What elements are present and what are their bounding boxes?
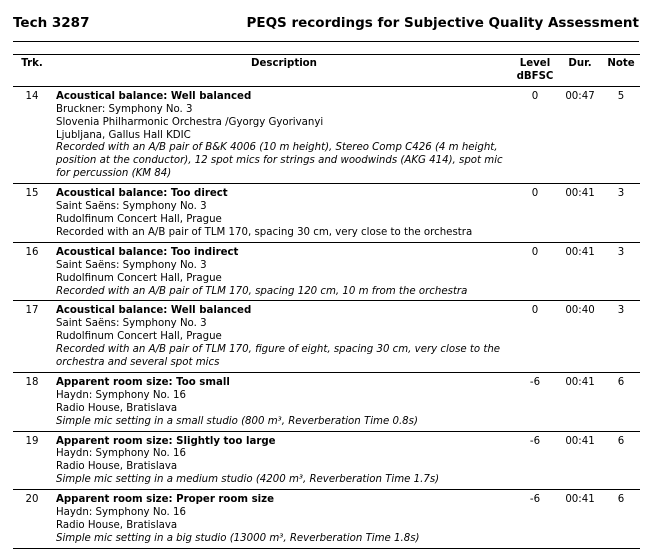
description-line: Simple mic setting in a medium studio (4… [56, 474, 440, 486]
track-note: 6 [617, 494, 625, 506]
description-line: Recorded with an A/B pair of B&K 4006 (1… [56, 142, 498, 154]
table-row: 15 Acoustical balance: Too direct Saint Sa… [13, 184, 640, 243]
track-number: 19 [25, 435, 39, 447]
track-title: Apparent room size: Proper room size [56, 494, 274, 506]
description-line: position at the conductor), 12 spot mics… [56, 155, 503, 167]
track-duration: 00:41 [565, 376, 595, 388]
col-dur: Dur. [568, 58, 592, 69]
description-line: Rudolfinum Concert Hall, Prague [56, 213, 222, 225]
track-description: Acoustical balance: Too direct Saint Saën… [51, 184, 512, 243]
track-note: 6 [617, 376, 625, 388]
description-line: Ljubljana, Gallus Hall KDIC [56, 129, 191, 141]
recordings-table: Trk. Description Level dBFSC Dur. Note 14… [13, 54, 640, 549]
track-level: 0 [531, 246, 539, 258]
description-line: Haydn: Symphony No. 16 [56, 507, 186, 519]
description-line: Rudolfinum Concert Hall, Prague [56, 272, 222, 284]
description-line: Saint Saëns: Symphony No. 3 [56, 318, 207, 330]
track-title: Acoustical balance: Too indirect [56, 246, 239, 258]
description-line: Simple mic setting in a big studio (1300… [56, 532, 420, 544]
track-level: -6 [529, 376, 541, 388]
description-line: Radio House, Bratislava [56, 402, 178, 414]
track-title: Acoustical balance: Well balanced [56, 90, 252, 102]
track-level: 0 [531, 90, 539, 102]
track-number: 16 [25, 246, 39, 258]
description-line: Radio House, Bratislava [56, 461, 178, 473]
track-description: Apparent room size: Proper room size Hayd… [51, 490, 512, 549]
description-line: Haydn: Symphony No. 16 [56, 448, 186, 460]
track-note: 6 [617, 435, 625, 447]
track-number: 14 [25, 90, 39, 102]
track-note: 3 [617, 246, 625, 258]
track-title: Apparent room size: Too small [56, 376, 230, 388]
col-level-unit: dBFSC [516, 70, 554, 82]
table-row: 17 Acoustical balance: Well balanced Saint… [13, 301, 640, 373]
track-description: Acoustical balance: Well balanced Bruckne… [51, 86, 512, 183]
col-level-label: Level [519, 58, 551, 69]
track-number: 18 [25, 376, 39, 388]
col-description: Description [251, 58, 317, 69]
track-title: Acoustical balance: Well balanced [56, 305, 252, 317]
track-duration: 00:47 [565, 90, 595, 102]
description-line: Recorded with an A/B pair of TLM 170, sp… [56, 226, 473, 238]
track-number: 15 [25, 188, 39, 200]
description-line: Saint Saëns: Symphony No. 3 [56, 201, 207, 213]
track-note: 3 [617, 188, 625, 200]
track-duration: 00:41 [565, 246, 595, 258]
track-title: Acoustical balance: Too direct [56, 188, 228, 200]
description-line: Recorded with an A/B pair of TLM 170, fi… [56, 344, 501, 356]
table-row: 16 Acoustical balance: Too indirect Saint … [13, 242, 640, 301]
track-duration: 00:41 [565, 435, 595, 447]
col-trk: Trk. [21, 58, 43, 69]
description-line: Radio House, Bratislava [56, 520, 178, 531]
track-duration: 00:40 [565, 305, 595, 317]
track-duration: 00:41 [565, 494, 595, 506]
description-line: Rudolfinum Concert Hall, Prague [56, 331, 222, 343]
description-line: Simple mic setting in a small studio (80… [56, 415, 418, 427]
description-line: Bruckner: Symphony No. 3 [56, 103, 193, 115]
track-title: Apparent room size: Slightly too large [56, 435, 276, 447]
track-level: 0 [531, 305, 539, 317]
track-description: Acoustical balance: Too indirect Saint Sa… [51, 242, 512, 301]
track-level: 0 [531, 188, 539, 200]
track-level: -6 [529, 494, 541, 506]
description-line: Saint Saëns: Symphony No. 3 [56, 259, 207, 271]
document-title: PEQS recordings for Subjective Quality A… [246, 15, 639, 31]
track-note: 5 [617, 90, 625, 102]
col-level: Level dBFSC [512, 55, 558, 87]
track-duration: 00:41 [565, 188, 595, 200]
col-note: Note [607, 58, 635, 69]
document-number: Tech 3287 [13, 15, 90, 31]
description-line: for percussion (KM 84) [56, 168, 172, 180]
track-number: 17 [25, 305, 39, 317]
track-description: Apparent room size: Slightly too large Ha… [51, 431, 512, 490]
table-row: 18 Apparent room size: Too small Haydn: Sy… [13, 372, 640, 432]
description-line: Recorded with an A/B pair of TLM 170, sp… [56, 285, 468, 297]
table-row: 19 Apparent room size: Slightly too large… [13, 431, 640, 490]
page-header: Tech 3287 PEQS recordings for Subjective… [13, 13, 639, 42]
track-number: 20 [25, 494, 39, 506]
table-row: 20 Apparent room size: Proper room size Ha… [13, 490, 640, 549]
track-note: 3 [617, 305, 625, 317]
track-description: Acoustical balance: Well balanced Saint S… [51, 301, 512, 373]
description-line: orchestra and several spot mics [56, 357, 220, 369]
description-line: Haydn: Symphony No. 16 [56, 389, 186, 401]
track-description: Apparent room size: Too small Haydn: Symp… [51, 372, 512, 431]
track-level: -6 [529, 435, 541, 447]
table-header-row: Trk. Description Level dBFSC Dur. Note [13, 54, 640, 87]
table-row: 14 Acoustical balance: Well balanced Bruck… [13, 86, 640, 184]
description-line: Slovenia Philharmonic Orchestra /Gyorgy … [56, 116, 324, 128]
